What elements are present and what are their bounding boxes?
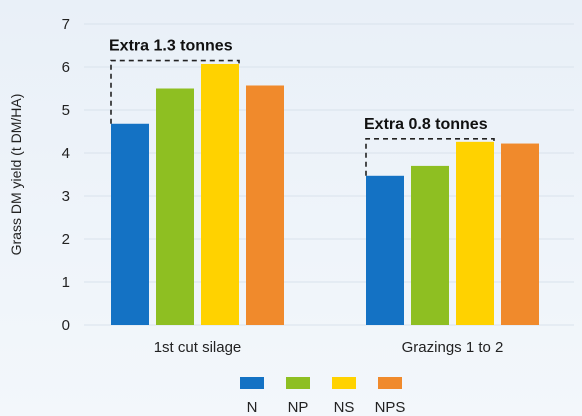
- annotation-bracket-0: [110, 59, 240, 124]
- legend-label-ns: NS: [334, 399, 355, 416]
- legend-swatch-np: [286, 377, 310, 389]
- y-axis-label: Grass DM yield (t DM/HA): [8, 94, 24, 256]
- y-tick-label-1: 1: [62, 274, 70, 291]
- legend-swatch-nps: [378, 377, 402, 389]
- legend-label-np: NP: [288, 399, 309, 416]
- bar-nps-0: [246, 85, 284, 326]
- y-tick-label-0: 0: [62, 317, 70, 334]
- bar-nps-1: [501, 143, 539, 325]
- bar-ns-0: [201, 63, 239, 326]
- y-tick-label-4: 4: [62, 145, 70, 162]
- bar-np-0: [156, 88, 194, 325]
- bar-ns-1: [456, 141, 494, 325]
- annotation-label-0: Extra 1.3 tonnes: [109, 38, 233, 55]
- legend-swatch-ns: [332, 377, 356, 389]
- legend-swatch-n: [240, 377, 264, 389]
- legend-label-n: N: [247, 399, 258, 416]
- bar-n-1: [366, 175, 404, 325]
- y-tick-label-6: 6: [62, 59, 70, 76]
- annotation-label-1: Extra 0.8 tonnes: [364, 116, 488, 133]
- y-tick-label-5: 5: [62, 102, 70, 119]
- legend-label-nps: NPS: [375, 399, 406, 416]
- y-tick-label-3: 3: [62, 188, 70, 205]
- bar-np-1: [411, 165, 449, 325]
- y-tick-label-2: 2: [62, 231, 70, 248]
- category-label-0: 1st cut silage: [154, 339, 242, 356]
- annotation-bracket-1: [365, 138, 495, 176]
- y-tick-label-7: 7: [62, 16, 70, 33]
- bar-n-0: [111, 123, 149, 325]
- category-label-1: Grazings 1 to 2: [402, 339, 504, 356]
